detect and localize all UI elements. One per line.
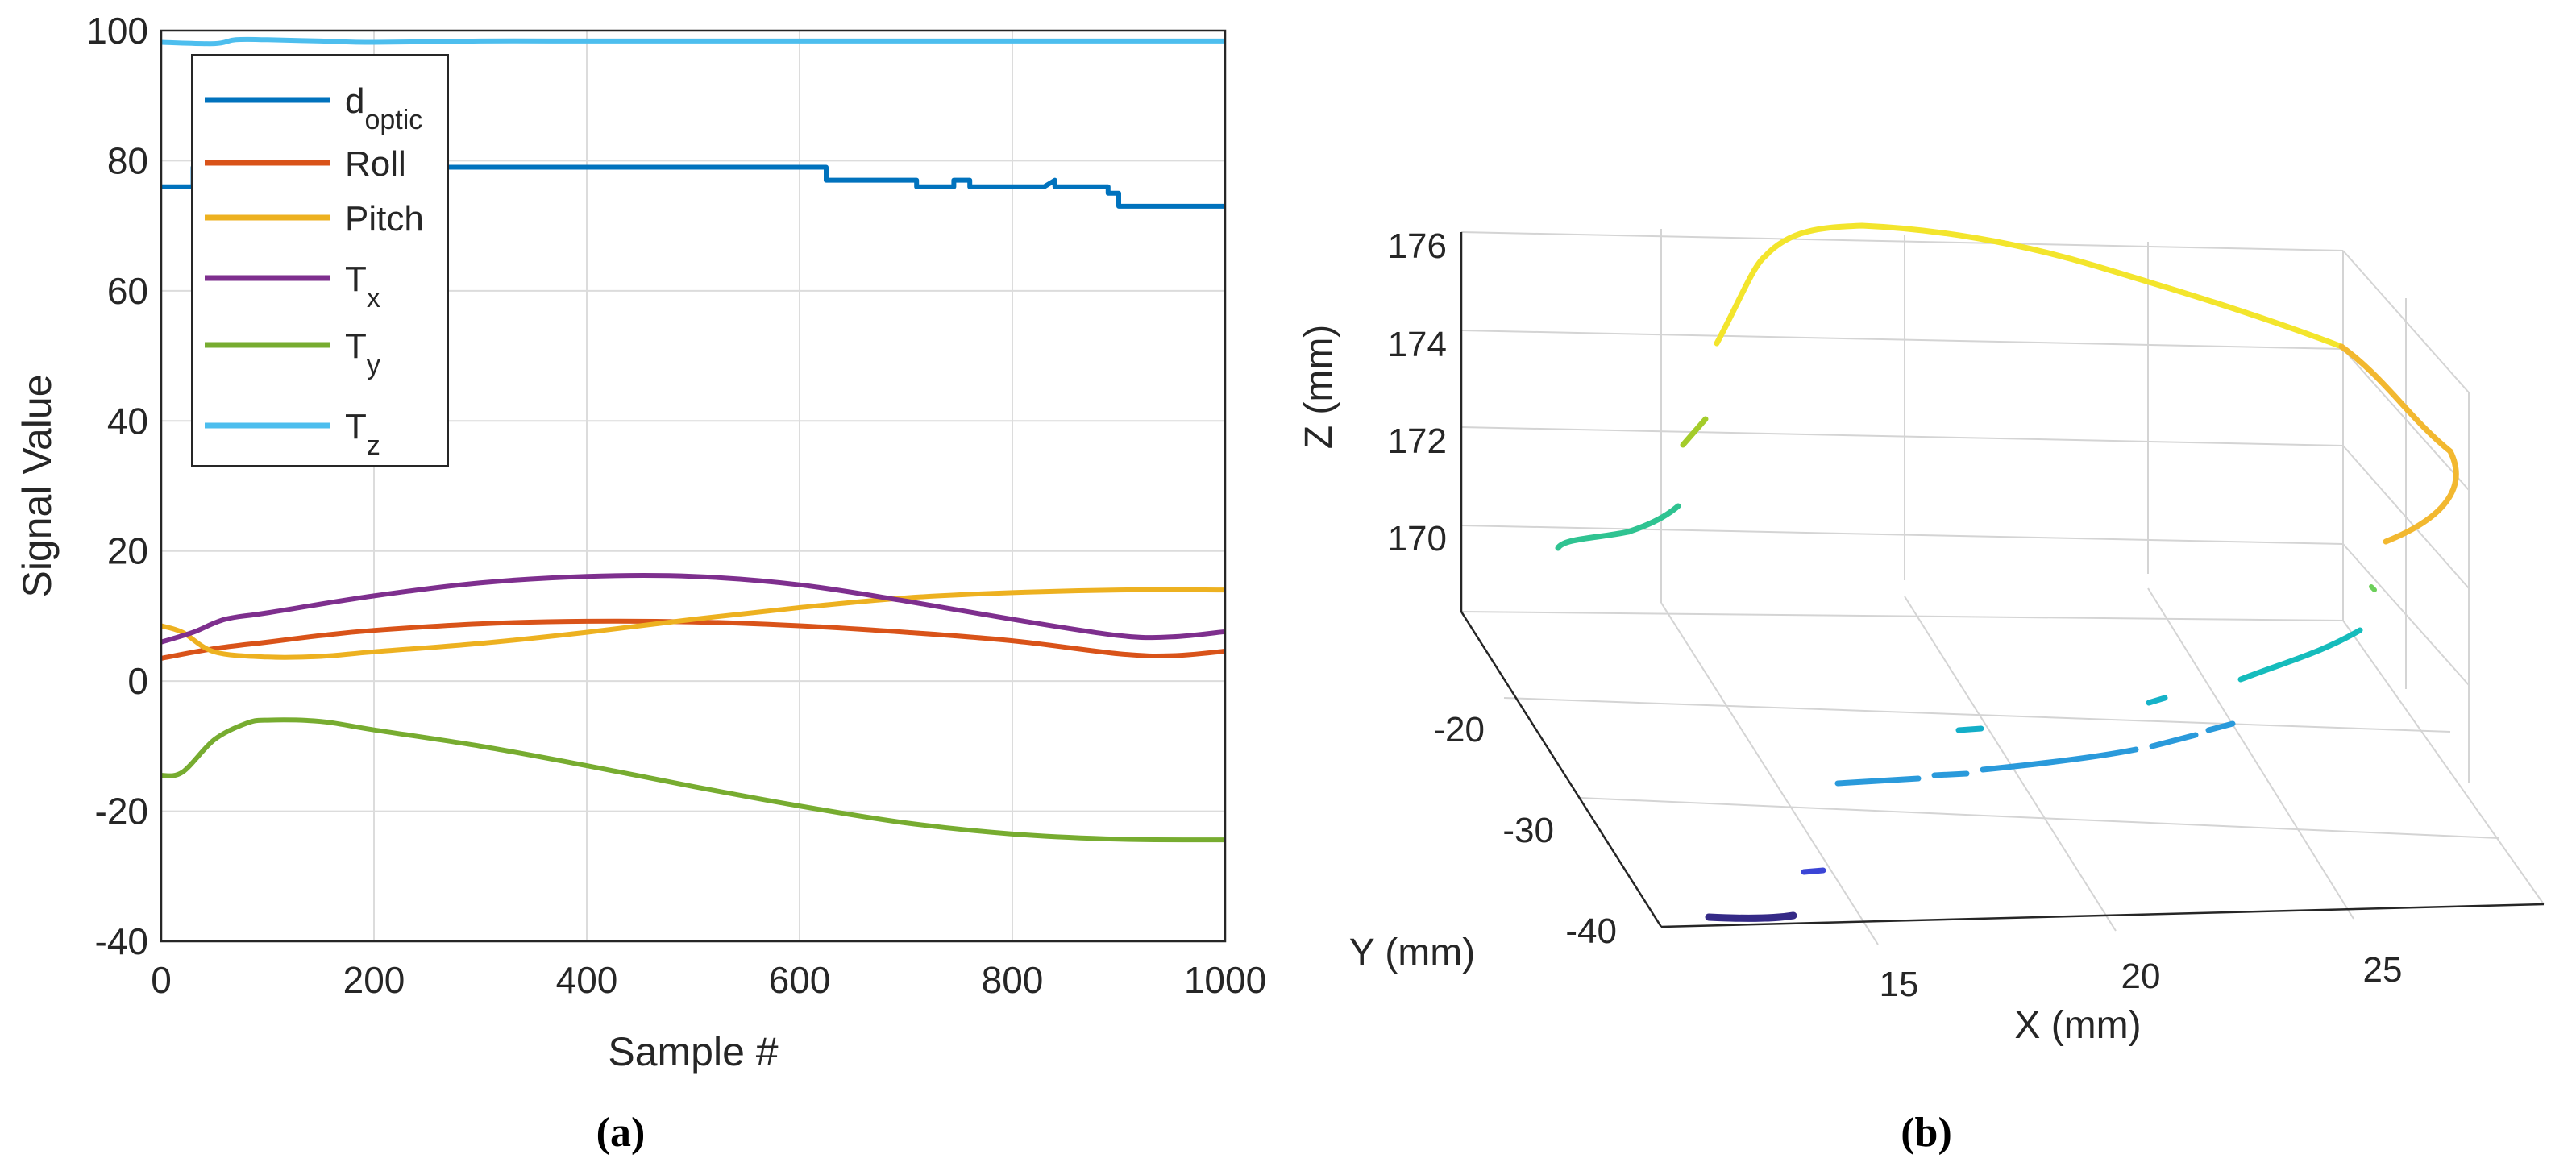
grid-b bbox=[1460, 229, 2545, 945]
y-tick-label: 80 bbox=[107, 139, 148, 181]
y-tick-label: 60 bbox=[107, 270, 148, 312]
trajectory-segment-green bbox=[1555, 503, 1681, 551]
tick-labels-a: 0 200 400 600 800 1000 -40 -20 0 20 40 60 80 100 bbox=[86, 10, 1266, 1001]
series-line-pitch bbox=[160, 587, 1226, 660]
y-axis-label-a: Signal Value bbox=[15, 374, 60, 597]
trajectory-segment-lime bbox=[1680, 416, 1709, 448]
x-axis-label-b: X (mm) bbox=[2014, 1004, 2141, 1047]
series-line-tz bbox=[160, 36, 1225, 47]
x-tick-label: 20 bbox=[2121, 957, 2161, 996]
panel-a-line-chart: 0 200 400 600 800 1000 -40 -20 0 20 40 60 80 100 Samp… bbox=[15, 10, 1266, 1156]
x-tick-label: 15 bbox=[1880, 965, 1919, 1004]
x-tick-label: 600 bbox=[769, 959, 831, 1001]
y-tick-label: 20 bbox=[107, 530, 148, 572]
z-tick-label: 170 bbox=[1388, 519, 1447, 558]
z-tick-label: 172 bbox=[1388, 421, 1447, 461]
trajectory-3d bbox=[1555, 222, 2459, 922]
trajectory-segment-teal-small bbox=[2146, 695, 2168, 706]
x-tick-label: 25 bbox=[2363, 950, 2403, 990]
legend-label-tx: Tx bbox=[345, 259, 380, 313]
y-tick-label: -40 bbox=[95, 920, 148, 962]
series-line-ty bbox=[160, 717, 1226, 843]
legend-label-pitch: Pitch bbox=[345, 199, 424, 239]
x-tick-label: 400 bbox=[556, 959, 618, 1001]
panel-label-a: (a) bbox=[596, 1110, 646, 1156]
legend-label-d_optic: doptic bbox=[345, 81, 422, 135]
panel-label-b: (b) bbox=[1901, 1110, 1952, 1156]
series-line-d_optic bbox=[161, 164, 1225, 209]
trajectory-segment-dark bbox=[1705, 911, 1797, 922]
x-tick-label: 800 bbox=[982, 959, 1044, 1001]
z-axis-label-b: Z (mm) bbox=[1298, 325, 1340, 450]
trajectory-segment-top bbox=[1714, 222, 2345, 350]
trajectory-segment-right bbox=[2338, 343, 2459, 545]
legend-label-ty: Ty bbox=[345, 326, 380, 380]
trajectory-segment-blue bbox=[1834, 720, 2236, 787]
x-axis-label-a: Sample # bbox=[608, 1029, 778, 1074]
trajectory-segment-teal-dash bbox=[1955, 725, 1984, 733]
y-tick-label: 100 bbox=[86, 10, 148, 52]
y-tick-label: -20 bbox=[95, 791, 148, 832]
x-tick-label: 1000 bbox=[1184, 959, 1266, 1001]
y-tick-label: -20 bbox=[1433, 710, 1485, 749]
y-tick-label: 0 bbox=[127, 660, 148, 702]
trajectory-segment-indigo bbox=[1801, 867, 1826, 875]
legend: doptic Roll Pitch Tx Ty Tz bbox=[191, 54, 449, 467]
legend-label-tz: Tz bbox=[345, 407, 380, 461]
y-tick-label: -30 bbox=[1502, 811, 1554, 850]
trajectory-segment-dot bbox=[2369, 584, 2377, 592]
y-tick-label: 40 bbox=[107, 400, 148, 442]
x-tick-label: 200 bbox=[343, 959, 405, 1001]
z-tick-label: 174 bbox=[1388, 325, 1447, 364]
legend-label-roll: Roll bbox=[345, 144, 406, 184]
axes-box-a bbox=[160, 29, 1227, 943]
y-tick-label: -40 bbox=[1565, 911, 1617, 951]
x-tick-label: 0 bbox=[151, 959, 172, 1001]
axes-lines-b bbox=[1460, 232, 2545, 928]
panel-b-3d-trajectory: 176 174 172 170 -20 -30 -40 15 20 25 Z (… bbox=[1298, 222, 2545, 1156]
series-line-tx bbox=[160, 573, 1226, 645]
y-axis-label-b: Y (mm) bbox=[1349, 932, 1475, 974]
z-tick-label: 176 bbox=[1388, 226, 1447, 266]
legend-box bbox=[191, 54, 449, 467]
series-layer-a bbox=[160, 36, 1226, 843]
trajectory-segment-teal bbox=[2237, 627, 2363, 683]
